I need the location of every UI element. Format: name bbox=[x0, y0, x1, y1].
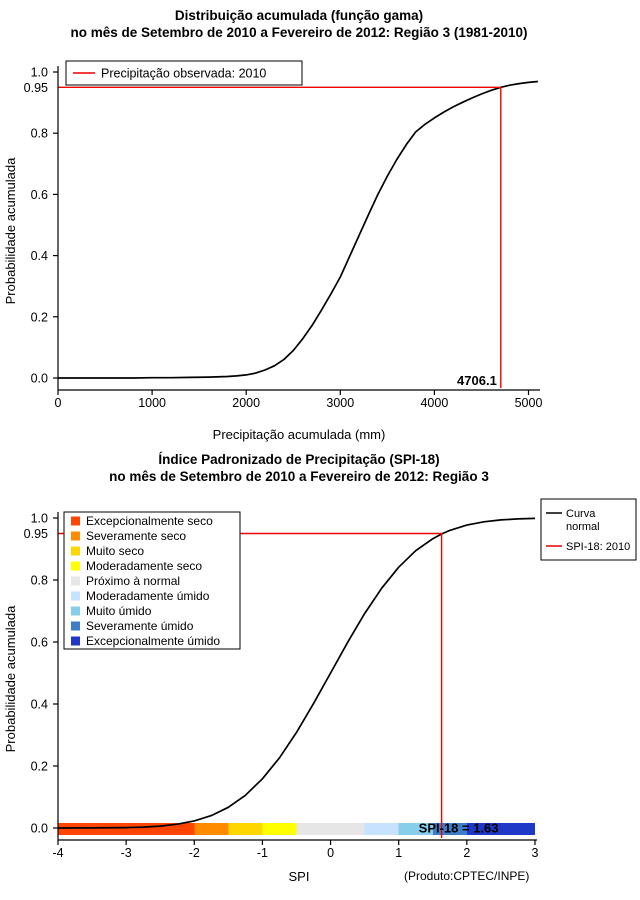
category-swatch bbox=[71, 516, 80, 526]
x-tick-label: 1000 bbox=[138, 396, 166, 410]
chart1-title: Distribuição acumulada (função gama) bbox=[174, 8, 424, 23]
product-credit: (Produto:CPTEC/INPE) bbox=[404, 869, 530, 883]
spi-category-bar-segment bbox=[466, 823, 535, 835]
x-tick-label: -1 bbox=[257, 846, 268, 860]
spi-category-bar-segment bbox=[364, 823, 399, 835]
y-tick-label: 0.4 bbox=[31, 249, 48, 263]
category-swatch bbox=[71, 636, 80, 646]
category-label: Excepcionalmente úmido bbox=[86, 634, 220, 648]
category-label: Severamente úmido bbox=[86, 619, 194, 633]
y-tick-label: 0.2 bbox=[31, 310, 48, 324]
legend-item-label: Precipitação observada: 2010 bbox=[101, 67, 266, 81]
spi-category-bar-segment bbox=[228, 823, 263, 835]
chart2-subtitle: no mês de Setembro de 2010 a Fevereiro d… bbox=[109, 469, 489, 484]
x-tick-label: 2 bbox=[463, 846, 470, 860]
chart1-x-axis-title: Precipitação acumulada (mm) bbox=[212, 427, 386, 442]
y-tick-label: 0.6 bbox=[31, 636, 48, 650]
y-tick-label: 0.8 bbox=[31, 574, 48, 588]
category-label: Próximo à normal bbox=[86, 574, 180, 588]
category-swatch bbox=[71, 621, 80, 631]
category-label: Excepcionalmente seco bbox=[86, 514, 213, 528]
y-tick-label: 0.6 bbox=[31, 188, 48, 202]
spi-category-bar-segment bbox=[398, 823, 433, 835]
x-tick-label: 3000 bbox=[326, 396, 354, 410]
y-tick-label: 0.8 bbox=[31, 127, 48, 141]
x-tick-label: 5000 bbox=[515, 396, 543, 410]
x-tick-label: 1 bbox=[395, 846, 402, 860]
category-swatch bbox=[71, 591, 80, 601]
y-tick-label: 0.0 bbox=[31, 372, 48, 386]
curve-legend-box bbox=[540, 498, 637, 561]
category-swatch bbox=[71, 531, 80, 541]
x-tick-label: 0 bbox=[55, 396, 62, 410]
observed-value-line bbox=[58, 86, 502, 388]
y-tick-label: 0.4 bbox=[31, 698, 48, 712]
spi-category-bar-segment bbox=[296, 823, 365, 835]
chart2-title: Índice Padronizado de Precipitação (SPI-… bbox=[158, 452, 440, 467]
x-tick-label: -3 bbox=[121, 846, 132, 860]
spi-category-bar-segment bbox=[262, 823, 297, 835]
y-tick-label: 0.0 bbox=[31, 822, 48, 836]
category-swatch bbox=[71, 606, 80, 616]
x-tick-label: -4 bbox=[52, 846, 63, 860]
gamma-cdf-curve bbox=[58, 80, 538, 379]
legend-box bbox=[65, 60, 303, 86]
extra-y-tick-label: 0.95 bbox=[24, 81, 48, 95]
x-tick-label: 0 bbox=[327, 846, 334, 860]
extra-y-tick-label: 0.95 bbox=[24, 527, 48, 541]
category-label: Muito úmido bbox=[86, 604, 152, 618]
chart2-y-axis-title: Probabilidade acumulada bbox=[3, 605, 18, 752]
category-legend-box bbox=[63, 511, 241, 650]
y-tick-label: 0.2 bbox=[31, 760, 48, 774]
category-label: Severamente seco bbox=[86, 529, 186, 543]
spi-value-label: SPI-18 = 1.63 bbox=[419, 821, 499, 836]
x-tick-label: 3 bbox=[532, 846, 539, 860]
x-tick-label: 2000 bbox=[232, 396, 260, 410]
x-tick-label: 4000 bbox=[420, 396, 448, 410]
normal-cdf-curve bbox=[57, 517, 536, 829]
observed-precipitation-label: 4706.1 bbox=[457, 373, 497, 388]
chart2-x-axis-title: SPI bbox=[288, 869, 310, 884]
category-swatch bbox=[71, 546, 80, 556]
chart1-y-axis-title: Probabilidade acumulada bbox=[3, 157, 18, 304]
spi-category-bar-segment bbox=[194, 823, 229, 835]
category-label: Moderadamente úmido bbox=[86, 589, 210, 603]
category-label: Moderadamente seco bbox=[86, 559, 202, 573]
y-tick-label: 1.0 bbox=[31, 66, 48, 80]
y-tick-label: 1.0 bbox=[31, 512, 48, 526]
category-swatch bbox=[71, 561, 80, 571]
category-label: Muito seco bbox=[86, 544, 144, 558]
x-tick-label: -2 bbox=[189, 846, 200, 860]
chart1-subtitle: no mês de Setembro de 2010 a Fevereiro d… bbox=[70, 25, 528, 40]
curve-legend-label: SPI-18: 2010 bbox=[566, 541, 630, 553]
curve-legend-label: Curva bbox=[566, 508, 596, 520]
curve-legend-label: normal bbox=[566, 521, 600, 533]
category-swatch bbox=[71, 576, 80, 586]
